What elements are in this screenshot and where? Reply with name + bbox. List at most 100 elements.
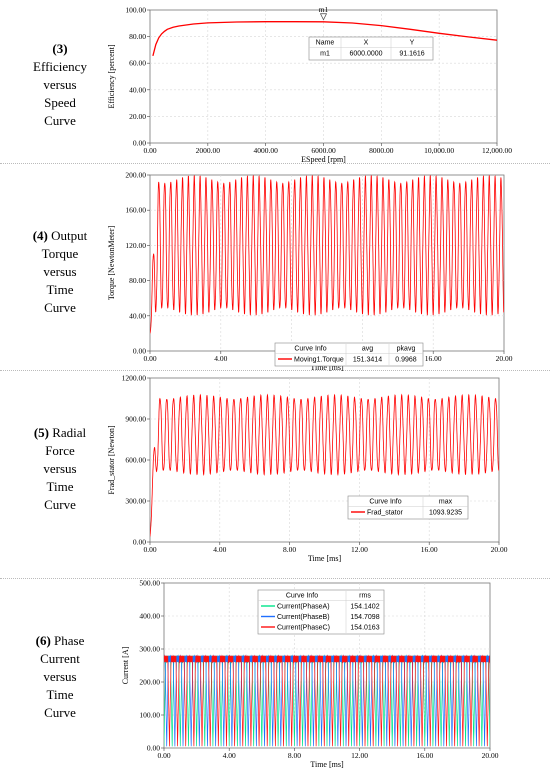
x-tick-label: 20.00 [491,545,508,554]
info-table: Curve Info avg pkavg Moving1.Torque 151.3414… [274,342,424,367]
y-axis-label: Frad_stator [Newton] [107,425,116,494]
panel-label-line: Efficiency [33,59,87,74]
panel-label-efficiency: (3) Efficiency versus Speed Curve [0,40,120,130]
x-axis-label: Time [ms] [308,554,342,563]
y-tick-label: 160.00 [125,206,146,215]
info-table-frame [274,342,424,367]
x-tick-label: 4.00 [213,545,226,554]
series-line-efficiency [152,21,497,57]
panel-label-line: Time [46,282,74,297]
y-tick-label: 120.00 [125,241,146,250]
y-tick-label: 0.00 [133,538,146,547]
x-axis-label: Time [ms] [310,760,344,769]
panel-number: (5) [33,425,49,440]
x-tick-label: 0.00 [143,146,156,155]
info-table-cell: Frad_stator [367,510,403,517]
info-table-cell: Moving1.Torque [294,357,344,364]
panel-label-line: Torque [41,246,79,261]
x-tick-label: 12.00 [351,545,368,554]
plot-frame [149,9,498,144]
x-tick-label: 8.00 [283,545,296,554]
x-tick-label: 16.00 [421,545,438,554]
panel-label-line: Current [40,651,80,666]
panel-label-line: versus [43,77,77,92]
info-table-cell: 154.7098 [350,614,379,621]
info-table: Name X Ym1 6000.0000 91.1616 [308,36,434,61]
y-tick-label: 0.00 [133,347,146,356]
y-tick-label: 100.00 [139,711,160,720]
chart-4: 0.00 40.00 80.00 120.00 160.00 200.00 0.00 4.00… [107,171,513,373]
marker-label: m1 [319,5,329,14]
info-table-header: Curve Info [294,346,326,353]
info-table-header: pkavg [397,346,416,353]
y-tick-label: 1200.00 [122,374,147,383]
x-tick-label: 20.00 [482,751,499,760]
panel-label-line: versus [43,669,77,684]
info-table-header: avg [362,346,373,353]
plot-frame [149,174,505,352]
info-table-cell: Current(PhaseA) [277,604,330,611]
y-tick-label: 80.00 [129,276,146,285]
x-tick-label: 4.00 [223,751,236,760]
x-tick-label: 0.00 [143,545,156,554]
series-line-frad-stator [150,393,499,537]
x-tick-label: 4.00 [214,354,227,363]
y-tick-label: 400.00 [139,612,160,621]
panel-number: (3) [52,41,68,56]
x-tick-label: 8.00 [288,751,301,760]
info-table-cell: Current(PhaseC) [277,625,330,632]
x-tick-label: 0.00 [157,751,170,760]
info-table-cell: 151.3414 [353,357,382,364]
data-layer [150,393,499,537]
x-tick-label: 8000.00 [369,146,394,155]
y-axis-label: Torque [NewtonMeter] [107,226,116,301]
panel-separator [0,578,550,579]
x-tick-label: 16.00 [416,751,433,760]
panel-label-torque: (4) Output Torque versus Time Curve [0,227,120,317]
x-tick-label: 4000.00 [253,146,278,155]
x-tick-label: 6000.00 [311,146,336,155]
panel-label-line: versus [43,461,77,476]
y-tick-label: 60.00 [129,59,146,68]
chart-3: 0.00 20.00 40.00 60.00 80.00 100.00 0.00 2000.0… [107,5,512,164]
data-layer [164,654,490,747]
info-table-header: rms [359,593,371,600]
panel-number: (4) [32,228,48,243]
panel-separator [0,163,550,164]
x-tick-label: 20.00 [496,354,513,363]
info-table-cell: m1 [320,51,330,58]
y-tick-label: 80.00 [129,32,146,41]
info-table-cell: 154.1402 [350,604,379,611]
info-table-cell: 6000.0000 [349,51,382,58]
x-tick-label: 0.00 [143,354,156,363]
data-layer [150,175,504,334]
panel-label-line: Time [46,479,74,494]
y-tick-label: 100.00 [125,6,146,15]
chart-6: 0.00 100.00 200.00 300.00 400.00 500.00 0.00 4.… [121,579,499,770]
x-tick-label: 2000.00 [196,146,221,155]
y-tick-label: 200.00 [125,171,146,180]
x-tick-label: 16.00 [425,354,442,363]
y-tick-label: 40.00 [129,85,146,94]
y-axis-label: Efficiency [percent] [107,44,116,108]
x-axis-label: Time [ms] [310,363,344,372]
y-tick-label: 20.00 [129,112,146,121]
info-table: Curve Info rms Current(PhaseA) 154.1402 Curr… [257,589,385,635]
info-table-frame [257,589,385,635]
y-tick-label: 300.00 [139,645,160,654]
y-axis-label: Current [A] [121,646,130,684]
info-table-header: Name [316,40,335,47]
y-tick-label: 500.00 [139,579,160,588]
y-tick-label: 300.00 [125,497,146,506]
panel-label-radial-force: (5) Radial Force versus Time Curve [0,424,120,514]
x-axis-label: ESpeed [rpm] [301,155,346,164]
x-tick-label: 12,000.00 [482,146,512,155]
panel-label-line: Radial [52,425,87,440]
panel-number: (6) [35,633,51,648]
series-line-torque [150,175,504,334]
panel-label-line: Phase [54,633,85,648]
panel-label-line: Speed [44,95,76,110]
info-table: Curve Info max Frad_stator 1093.9235 [347,495,469,520]
panel-label-line: Output [51,228,88,243]
